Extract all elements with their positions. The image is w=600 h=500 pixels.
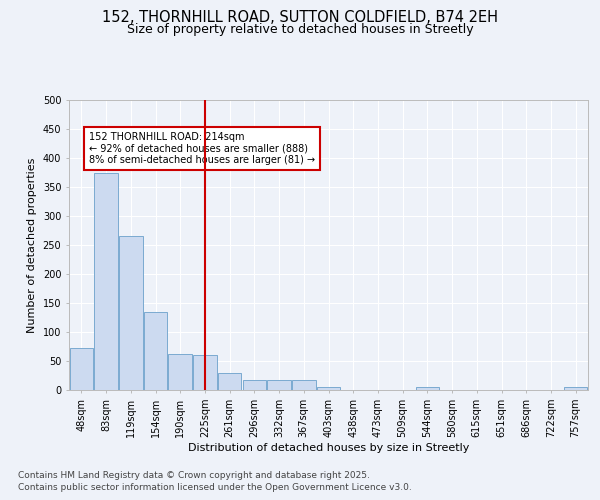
Bar [193,355,217,390]
Bar [292,380,316,390]
X-axis label: Distribution of detached houses by size in Streetly: Distribution of detached houses by size … [188,442,469,452]
Bar [242,380,266,390]
Bar [169,354,192,390]
Bar [416,387,439,390]
Bar [317,387,340,390]
Text: 152 THORNHILL ROAD: 214sqm
← 92% of detached houses are smaller (888)
8% of semi: 152 THORNHILL ROAD: 214sqm ← 92% of deta… [89,132,315,165]
Bar [94,172,118,390]
Bar [564,387,587,390]
Bar [144,312,167,390]
Bar [70,348,93,390]
Text: Contains HM Land Registry data © Crown copyright and database right 2025.: Contains HM Land Registry data © Crown c… [18,472,370,480]
Y-axis label: Number of detached properties: Number of detached properties [27,158,37,332]
Bar [218,372,241,390]
Text: Size of property relative to detached houses in Streetly: Size of property relative to detached ho… [127,24,473,36]
Text: Contains public sector information licensed under the Open Government Licence v3: Contains public sector information licen… [18,482,412,492]
Text: 152, THORNHILL ROAD, SUTTON COLDFIELD, B74 2EH: 152, THORNHILL ROAD, SUTTON COLDFIELD, B… [102,10,498,25]
Bar [268,380,291,390]
Bar [119,236,143,390]
